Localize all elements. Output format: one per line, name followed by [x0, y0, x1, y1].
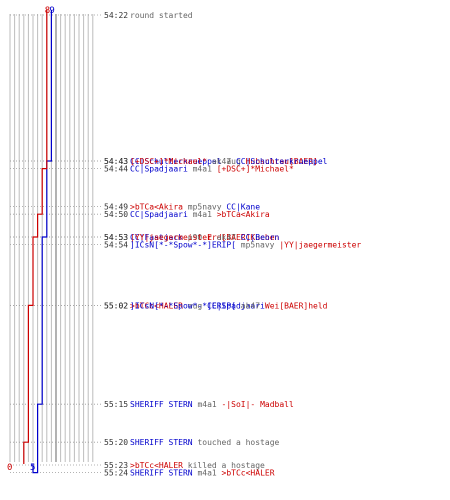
event-time: 54:50: [104, 210, 128, 219]
event-text: CC|Spadjaari m4a1 [+DSC+]*Michael*: [130, 165, 294, 174]
event-text-part: >bTCc<HALER: [130, 301, 183, 310]
event-text: >bTCc<HALER killed a hostage: [130, 461, 265, 470]
series-end-label: 5: [30, 463, 35, 473]
event-text: >bTCa<Akira mp5navy CC|Kane: [130, 203, 260, 212]
event-text: round started: [130, 11, 193, 20]
event-text-part: m4a1: [188, 165, 217, 174]
event-text-part: CC|Kane: [226, 203, 260, 212]
event-text-part: ]ICsN[*-*Spow*-*]ERIP[: [130, 241, 236, 250]
event-text: [+DSC+]*Michael* ak47 CC|Schulterkrueppe…: [130, 157, 328, 166]
event-text: SHERIFF STERN m4a1 -|SoI|- Madball: [130, 400, 294, 409]
event-time: 55:02: [104, 301, 128, 310]
player-count-grid: [9, 14, 94, 462]
event-text-part: CC|Fastjack: [130, 233, 183, 242]
event-text: CC|Schulterkrueppel aug Hubschrau[BAER]: [130, 157, 318, 166]
event-text-part: SHERIFF STERN: [130, 469, 193, 478]
event-text-part: >bTCa<Akira: [130, 203, 183, 212]
event-text-part: aug: [222, 157, 246, 166]
event-text-part: |YY|jaegermeister: [130, 233, 212, 242]
series-start-label: 9: [49, 6, 54, 16]
event-time: 54:53: [104, 233, 128, 242]
event-text-part: round started: [130, 11, 193, 20]
event-text: CC|Fastjack p90 Erd[BAER]Kuchen: [130, 233, 280, 242]
event-time: 55:15: [104, 400, 128, 409]
event-text-part: mp5navy: [183, 203, 226, 212]
event-text: SHERIFF STERN touched a hostage: [130, 438, 280, 447]
event-text-part: CC|Spadjaari: [207, 301, 265, 310]
event-text-part: m4a1: [193, 400, 222, 409]
event-time: 54:44: [104, 165, 128, 174]
event-text-part: ak47: [207, 157, 236, 166]
event-text: ]ICsN[*-*Spow*-*]ERIP[ ak47 Wei[BAER]hel…: [130, 301, 328, 310]
axis-labels: 9 5 8 0: [7, 6, 55, 473]
event-text: SHERIFF STERN m4a1 >bTCc<HALER: [130, 469, 275, 478]
event-text-part: p90: [183, 233, 207, 242]
event-text-part: touched a hostage: [193, 438, 280, 447]
event-time: 54:54: [104, 241, 128, 250]
event-text-part: CC|Beorn: [241, 233, 280, 242]
event-time: 54:49: [104, 203, 128, 212]
event-text-part: Hubschrau[BAER]: [246, 157, 318, 166]
event-text-part: ]ICsN[*-*Spow*-*]ERIP[: [130, 301, 236, 310]
event-text-part: [+DSC+]*Michael*: [217, 165, 294, 174]
event-text-part: Wei[BAER]held: [265, 301, 328, 310]
event-time: 55:24: [104, 469, 128, 478]
event-text-part: Erd[BAER]Kuchen: [207, 233, 279, 242]
event-text-part: CC|Schulterkrueppel: [236, 157, 328, 166]
series-end-label: 0: [7, 463, 12, 473]
series-start-label: 8: [45, 6, 50, 16]
event-time: 54:43: [104, 157, 128, 166]
event-text: >bTCc<HALER aug CC|Spadjaari: [130, 301, 265, 310]
event-time: 54:43: [104, 157, 128, 166]
event-text-part: SHERIFF STERN: [130, 438, 193, 447]
event-text: ]ICsN[*-*Spow*-*]ERIP[ mp5navy |YY|jaege…: [130, 241, 361, 250]
event-text-part: >bTCa<Akira: [217, 210, 270, 219]
event-text-part: CC|Spadjaari: [130, 210, 188, 219]
event-text: |YY|jaegermeister ak47 CC|Beorn: [130, 233, 280, 242]
event-time: 55:02: [104, 301, 128, 310]
event-time: 54:22: [104, 11, 128, 20]
event-text-part: mp5navy: [236, 241, 279, 250]
event-text-part: |YY|jaegermeister: [279, 241, 361, 250]
event-text-part: -|SoI|- Madball: [222, 400, 294, 409]
event-guide-lines: [10, 14, 102, 474]
event-text-part: [+DSC+]*Michael*: [130, 157, 207, 166]
event-text-part: ak47: [212, 233, 241, 242]
event-text-part: CC|Spadjaari: [130, 165, 188, 174]
event-text-part: aug: [183, 301, 207, 310]
event-text-part: m4a1: [188, 210, 217, 219]
event-text-part: m4a1: [193, 469, 222, 478]
event-text: CC|Spadjaari m4a1 >bTCa<Akira: [130, 210, 270, 219]
event-time: 55:20: [104, 438, 128, 447]
player-count-series: [23, 10, 52, 474]
event-time: 54:53: [104, 233, 128, 242]
series-line-team_a: [32, 10, 52, 474]
event-text-part: killed a hostage: [183, 461, 265, 470]
series-line-team_b: [23, 10, 48, 464]
event-text-part: SHERIFF STERN: [130, 400, 193, 409]
event-text-part: CC|Schulterkrueppel: [130, 157, 222, 166]
event-time: 55:23: [104, 461, 128, 470]
event-text-part: >bTCc<HALER: [222, 469, 275, 478]
event-text-part: >bTCc<HALER: [130, 461, 183, 470]
event-text-part: ak47: [236, 301, 265, 310]
